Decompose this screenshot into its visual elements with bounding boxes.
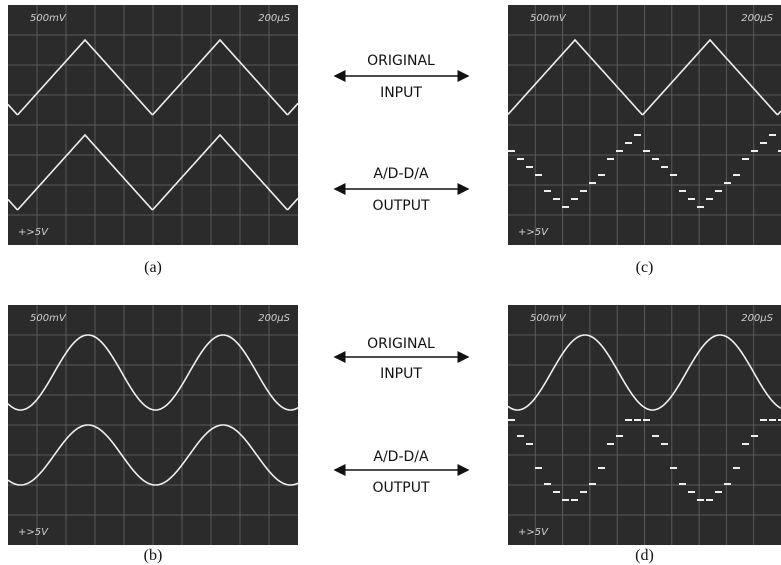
page: 500mV 200μS +>5V (a) 500mV 200μS +>5V (c) 500mV 2…: [0, 0, 781, 565]
label-top: A/D-D/A: [373, 449, 429, 465]
volts-label: 500mV: [530, 13, 567, 24]
figure: 500mV 200μS +>5V (a) 500mV 200μS +>5V (c) 500mV 2…: [0, 0, 781, 565]
scope-panel: 500mV 200μS +>5V: [8, 305, 298, 545]
scope-panel: 500mV 200μS +>5V: [508, 5, 781, 245]
scope-panel: 500mV 200μS +>5V: [8, 5, 298, 245]
scope-panel: 500mV 200μS +>5V: [508, 305, 781, 545]
label-bottom: INPUT: [380, 85, 422, 101]
caption: (b): [144, 547, 163, 564]
label-top: ORIGINAL: [367, 53, 435, 69]
label-bottom: INPUT: [380, 366, 422, 382]
label-bottom: OUTPUT: [372, 198, 430, 214]
arrows: [335, 76, 468, 470]
trigger-label: +>5V: [518, 527, 549, 538]
trigger-label: +>5V: [18, 227, 49, 238]
trigger-label: +>5V: [18, 527, 49, 538]
time-label: 200μS: [258, 313, 290, 324]
label-bottom: OUTPUT: [372, 480, 430, 496]
trigger-label: +>5V: [518, 227, 549, 238]
label-top: A/D-D/A: [373, 166, 429, 182]
volts-label: 500mV: [30, 313, 67, 324]
caption: (d): [635, 547, 654, 564]
caption: (a): [144, 259, 162, 276]
caption: (c): [636, 259, 654, 276]
volts-label: 500mV: [30, 13, 67, 24]
time-label: 200μS: [741, 13, 773, 24]
time-label: 200μS: [258, 13, 290, 24]
volts-label: 500mV: [530, 313, 567, 324]
label-top: ORIGINAL: [367, 336, 435, 352]
time-label: 200μS: [741, 313, 773, 324]
